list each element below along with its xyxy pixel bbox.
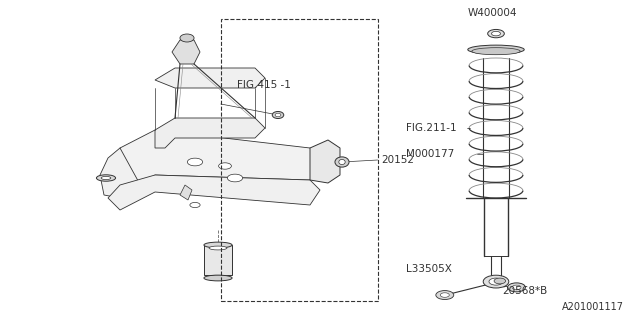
Circle shape <box>489 278 503 285</box>
Polygon shape <box>155 68 265 88</box>
Ellipse shape <box>180 34 194 42</box>
Circle shape <box>494 278 506 284</box>
Ellipse shape <box>339 159 345 164</box>
Text: 20568*B: 20568*B <box>502 286 548 296</box>
Text: FIG.415 -1: FIG.415 -1 <box>237 80 291 90</box>
Ellipse shape <box>275 113 281 117</box>
Circle shape <box>190 203 200 208</box>
Polygon shape <box>155 118 265 148</box>
Ellipse shape <box>204 242 232 248</box>
Text: FIG.211-1: FIG.211-1 <box>406 123 457 133</box>
Ellipse shape <box>204 275 232 281</box>
Ellipse shape <box>468 45 524 54</box>
Polygon shape <box>100 148 155 198</box>
Circle shape <box>440 293 449 297</box>
Text: M000177: M000177 <box>406 148 454 159</box>
Ellipse shape <box>101 176 111 180</box>
Ellipse shape <box>335 157 349 167</box>
Circle shape <box>483 275 509 288</box>
Circle shape <box>227 174 243 182</box>
Text: 20152: 20152 <box>381 155 414 165</box>
Text: L33505X: L33505X <box>406 264 452 274</box>
Ellipse shape <box>209 246 227 250</box>
Circle shape <box>512 285 521 290</box>
Circle shape <box>488 29 504 38</box>
Polygon shape <box>180 185 192 200</box>
Text: W400004: W400004 <box>468 8 518 18</box>
Circle shape <box>188 158 203 166</box>
Ellipse shape <box>97 175 116 181</box>
Ellipse shape <box>472 48 520 55</box>
Polygon shape <box>108 175 320 210</box>
Text: A201001117: A201001117 <box>562 302 624 312</box>
Polygon shape <box>204 245 232 275</box>
Polygon shape <box>310 140 340 183</box>
Polygon shape <box>172 40 200 64</box>
Circle shape <box>436 291 454 300</box>
Ellipse shape <box>272 111 284 118</box>
Circle shape <box>508 283 525 292</box>
Polygon shape <box>120 130 320 188</box>
Circle shape <box>492 31 500 36</box>
Circle shape <box>219 163 232 169</box>
